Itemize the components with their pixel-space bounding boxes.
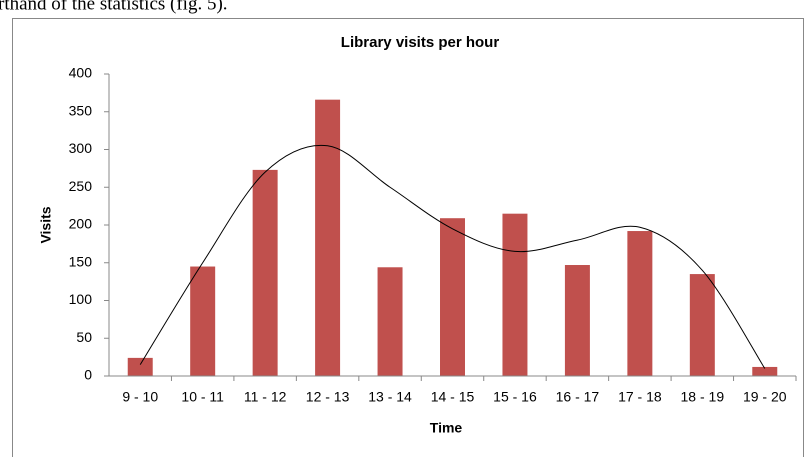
y-tick-label: 250: [69, 178, 93, 194]
bar: [627, 231, 653, 376]
x-tick-label: 15 - 16: [493, 389, 537, 405]
y-tick-label: 150: [69, 253, 93, 269]
bar: [564, 265, 590, 376]
chart-title: Library visits per hour: [341, 34, 500, 51]
y-tick-label: 400: [69, 65, 93, 81]
y-tick-label: 50: [76, 329, 92, 345]
x-tick-label: 18 - 19: [681, 389, 725, 405]
chart-frame: [12, 18, 804, 457]
y-tick-label: 200: [69, 216, 93, 232]
x-axis-title: Time: [430, 420, 463, 436]
x-tick-label: 10 - 11: [181, 389, 224, 405]
y-tick-label: 0: [84, 367, 92, 383]
y-tick-label: 300: [69, 140, 93, 156]
x-tick-label: 14 - 15: [431, 389, 475, 405]
x-tick-label: 9 - 10: [122, 389, 158, 405]
bar: [315, 99, 341, 377]
x-tick-label: 16 - 17: [556, 389, 600, 405]
bar: [377, 267, 403, 376]
bar: [440, 218, 465, 376]
x-tick-label: 11 - 12: [244, 389, 287, 405]
y-tick-label: 350: [69, 102, 93, 118]
bar: [689, 274, 715, 376]
y-axis-title: Visits: [38, 206, 54, 243]
trendline: [139, 144, 766, 369]
bar: [752, 366, 778, 376]
bar: [127, 357, 153, 376]
x-tick-label: 17 - 18: [618, 389, 662, 405]
y-tick-label: 100: [69, 291, 93, 307]
x-tick-label: 12 - 13: [306, 389, 350, 405]
page-text: rthand of the statistics (fig. 5).: [0, 0, 228, 14]
bar: [252, 169, 278, 376]
x-tick-label: 19 - 20: [743, 389, 787, 405]
bar: [502, 213, 528, 376]
x-tick-label: 13 - 14: [368, 389, 412, 405]
bar: [190, 266, 216, 376]
